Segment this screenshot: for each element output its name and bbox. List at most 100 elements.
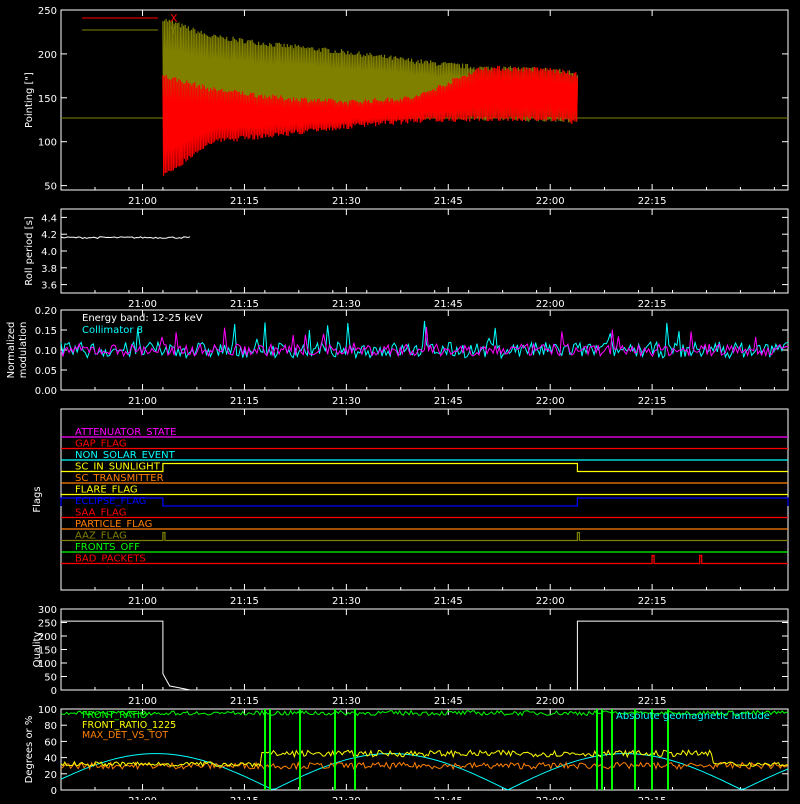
y-tick-label: 0.15 (35, 326, 57, 337)
x-tick-label: 21:15 (230, 596, 259, 607)
quality-line (61, 620, 788, 691)
flag-label-eclipse-flag: ECLIPSE_FLAG (75, 496, 146, 507)
x-tick-label: 22:00 (536, 196, 565, 207)
y-tick-label: 0 (51, 786, 57, 797)
y-tick-label: 0.20 (35, 306, 57, 317)
flag-line-bad-packets (61, 554, 788, 565)
flag-label-attenuator-state: ATTENUATOR_STATE (75, 427, 176, 438)
x-tick-label: 22:00 (536, 696, 565, 707)
y-tick-label: 150 (38, 646, 57, 657)
y-tick-label: 3.8 (41, 264, 57, 275)
degrees-series-front-ratio (60, 709, 789, 717)
x-tick-label: 21:30 (332, 299, 361, 310)
collimator-legend-label: Collimator 8 (82, 325, 143, 336)
x-tick-label: 21:15 (230, 299, 259, 310)
x-tick-label: 21:00 (128, 696, 157, 707)
flag-line-sc-in-sunlight (61, 462, 788, 473)
x-tick-label: 21:30 (332, 796, 361, 800)
y-axis-label: Roll period [s] (24, 216, 35, 285)
modulation-series-line (60, 327, 789, 358)
y-axis-label: modulation (18, 322, 29, 379)
degrees-legend-front-ratio-1225: FRONT_RATIO_1225 (82, 720, 176, 731)
legend-label-y: Y (169, 24, 177, 37)
y-tick-label: 150 (38, 94, 57, 105)
x-tick-label: 21:00 (128, 196, 157, 207)
y-tick-label: 100 (38, 705, 57, 716)
degrees-series-max-det-vs-tot (60, 761, 789, 771)
x-tick-label: 22:15 (638, 696, 667, 707)
legend-label-x: X (170, 12, 178, 25)
y-tick-label: 20 (44, 770, 57, 781)
panel-degrees: 21:00 21:15 21:30 21:45 22:00 22:15 0 20 40 60 80 1… (24, 705, 789, 804)
x-tick-label: 22:00 (536, 596, 565, 607)
x-tick-label: 22:15 (638, 196, 667, 207)
y-tick-label: 200 (38, 50, 57, 61)
flag-label-bad-packets: BAD_PACKETS (75, 554, 146, 565)
panel-modulation: 21:00 21:15 21:30 21:45 22:00 22:15 0.00 0.05 0.… (6, 306, 789, 407)
x-tick-label: 21:15 (230, 396, 259, 407)
x-tick-label: 21:15 (230, 196, 259, 207)
x-tick-label: 21:30 (332, 596, 361, 607)
flag-label-non-solar-event: NON_SOLAR_EVENT (75, 450, 176, 461)
x-tick-label: 21:15 (230, 796, 259, 800)
y-tick-label: 0.00 (35, 386, 57, 397)
y-tick-label: 200 (38, 632, 57, 643)
geomagnetic-latitude-line (60, 753, 789, 791)
y-tick-label: 50 (44, 673, 57, 684)
degrees-series-front-ratio-1225 (60, 749, 789, 768)
x-tick-label: 22:15 (638, 796, 667, 800)
y-tick-label: 50 (44, 182, 57, 193)
flag-label-particle-flag: PARTICLE_FLAG (75, 519, 152, 530)
y-tick-label: 4.4 (41, 213, 57, 224)
x-tick-label: 21:00 (128, 596, 157, 607)
y-axis-label: Degrees or % (24, 716, 35, 784)
y-tick-label: 100 (38, 138, 57, 149)
roll-period-line (60, 236, 191, 239)
y-axis-label: Quality (32, 632, 43, 668)
x-tick-label: 21:45 (434, 796, 463, 800)
y-tick-label: 0.05 (35, 366, 57, 377)
x-tick-label: 22:00 (536, 796, 565, 800)
flag-label-sc-transmitter: SC_TRANSMITTER (75, 473, 164, 484)
panel-frame (60, 208, 789, 294)
panel-frame (60, 708, 789, 791)
x-tick-label: 21:00 (128, 396, 157, 407)
y-tick-label: 60 (44, 737, 57, 748)
y-tick-label: 250 (38, 6, 57, 17)
flag-label-saa-flag: SAA_FLAG (75, 508, 126, 519)
y-axis-label: Normalized (6, 322, 17, 379)
x-tick-label: 21:45 (434, 396, 463, 407)
panel-pointing: 21:00 21:15 21:30 21:45 22:00 22:15 50 100 150 20… (24, 6, 789, 207)
degrees-legend-max-det-vs-tot: MAX_DET_VS_TOT (82, 730, 168, 741)
x-tick-label: 22:00 (536, 396, 565, 407)
y-tick-label: 80 (44, 721, 57, 732)
x-tick-label: 21:45 (434, 196, 463, 207)
y-tick-label: 300 (38, 605, 57, 616)
x-tick-label: 21:45 (434, 696, 463, 707)
panel-roll: 21:00 21:15 21:30 21:45 22:00 22:15 3.6 3.8 4.0 4… (24, 208, 789, 310)
flag-label-fronts-off: FRONTS_OFF (75, 542, 140, 553)
energy-band-annotation: Energy band: 12-25 keV (82, 313, 203, 324)
collimator-8-line (60, 320, 789, 360)
y-tick-label: 4.0 (41, 247, 57, 258)
flag-label-flare-flag: FLARE_FLAG (75, 485, 138, 496)
y-tick-label: 250 (38, 619, 57, 630)
x-tick-label: 21:45 (434, 299, 463, 310)
x-tick-label: 21:30 (332, 696, 361, 707)
x-tick-label: 21:30 (332, 396, 361, 407)
y-tick-label: 40 (44, 754, 57, 765)
x-tick-label: 22:15 (638, 596, 667, 607)
series-x-line (162, 65, 578, 176)
x-tick-label: 21:30 (332, 196, 361, 207)
panel-frame (60, 9, 789, 191)
geomagnetic-latitude-label: Absolute geomagnetic latitude (616, 711, 770, 722)
flag-line-eclipse-flag (60, 497, 789, 507)
y-axis-label: Pointing ["] (24, 72, 35, 128)
x-tick-label: 22:00 (536, 299, 565, 310)
panel-flags: 21:00 21:15 21:30 21:45 22:00 22:15 Flags ATTEN… (32, 408, 789, 607)
x-tick-label: 22:15 (638, 299, 667, 310)
degrees-legend-front-ratio: FRONT_RATIO (82, 710, 147, 721)
x-tick-label: 22:15 (638, 396, 667, 407)
